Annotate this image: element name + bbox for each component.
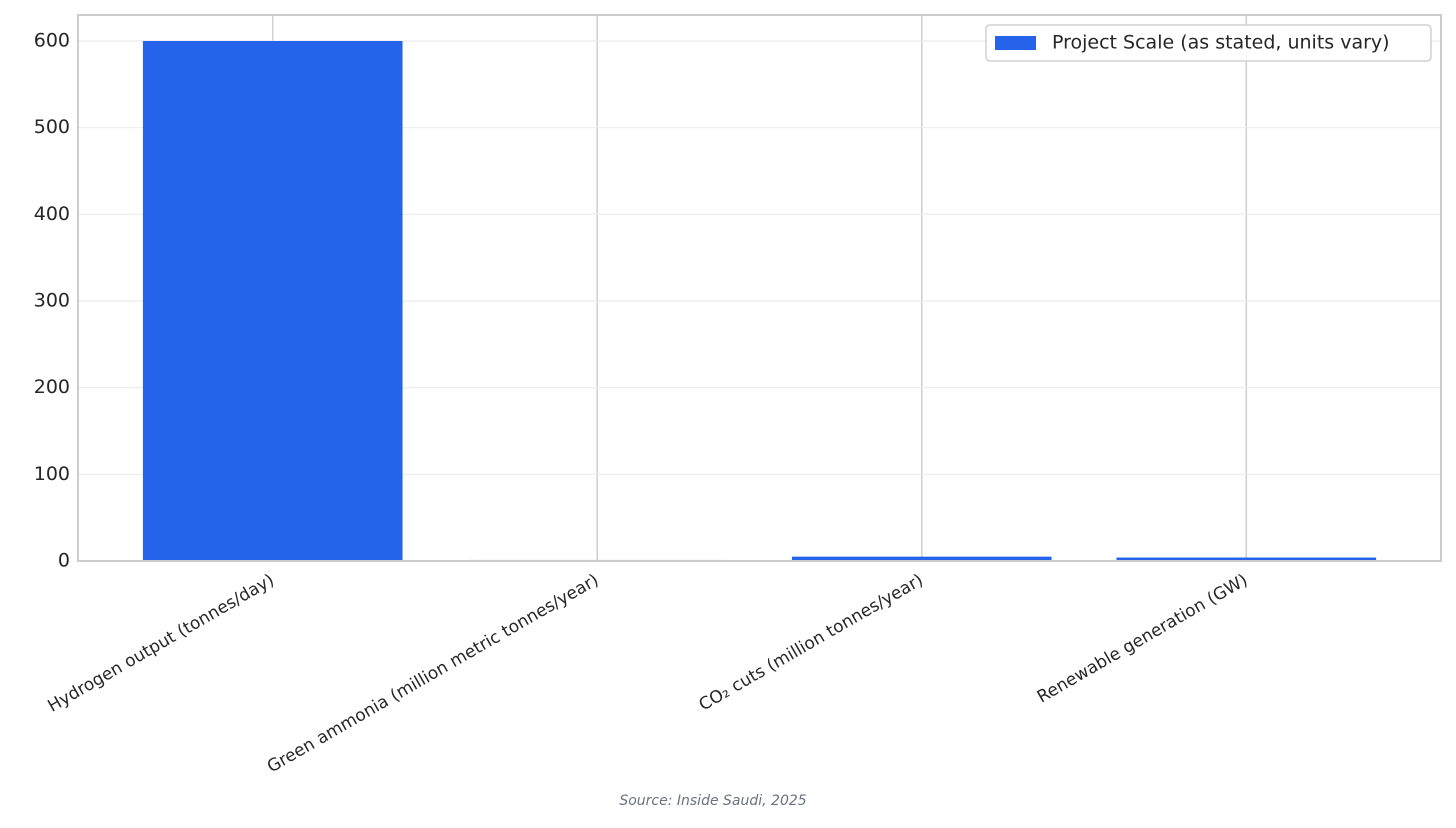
bar xyxy=(142,41,403,561)
y-tick-label: 200 xyxy=(34,376,70,398)
y-tick-label: 400 xyxy=(34,203,70,225)
plot-frame xyxy=(77,14,1442,562)
y-tick-label: 500 xyxy=(34,116,70,138)
y-tick-label: 300 xyxy=(34,290,70,312)
legend-label: Project Scale (as stated, units vary) xyxy=(1052,32,1390,54)
x-tick-label: Green ammonia (million metric tonnes/yea… xyxy=(264,570,602,777)
bar xyxy=(1116,557,1377,561)
y-tick-label: 100 xyxy=(34,463,70,485)
source-note: Source: Inside Saudi, 2025 xyxy=(619,793,806,809)
bar xyxy=(791,556,1052,561)
x-tick-label: Hydrogen output (tonnes/day) xyxy=(44,570,277,716)
legend-box xyxy=(985,24,1432,62)
y-tick-label: 0 xyxy=(58,550,70,572)
legend-swatch xyxy=(995,36,1036,50)
x-tick-label: CO₂ cuts (million tonnes/year) xyxy=(696,570,927,715)
legend: Project Scale (as stated, units vary) xyxy=(985,24,1432,62)
x-tick-label: Renewable generation (GW) xyxy=(1034,570,1251,707)
y-tick-label: 600 xyxy=(34,30,70,52)
